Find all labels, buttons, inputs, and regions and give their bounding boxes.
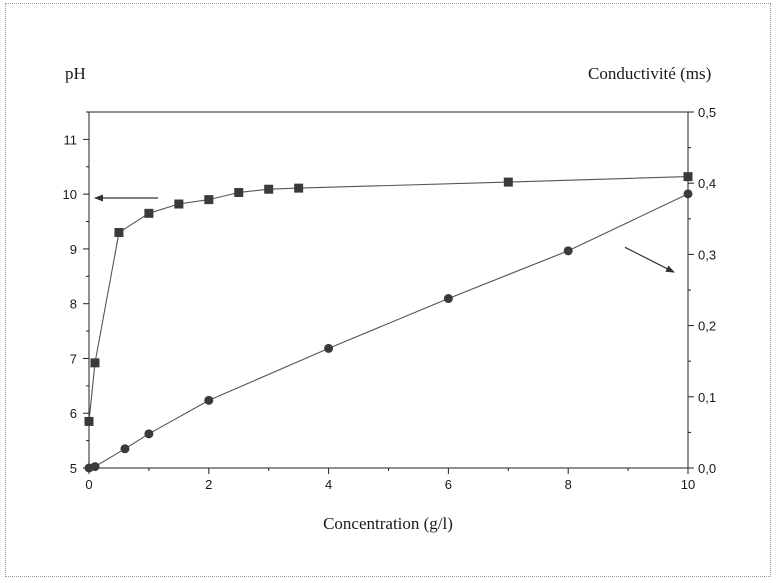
chart-frame [5,3,771,577]
ph-square-marker [234,188,244,198]
y-right-tick-label: 0,0 [698,461,716,476]
x-tick-label: 6 [445,477,452,492]
conductivity-circle-marker [120,444,130,454]
y-left-tick-label: 8 [70,297,77,312]
ph-square-marker [90,358,100,368]
conductivity-circle-marker [90,462,100,472]
ph-series-line [88,176,689,422]
conductivity-circle-marker [144,429,154,439]
y-right-tick-label: 0,3 [698,247,716,262]
y-right-tick-label: 0,1 [698,390,716,405]
x-tick-label: 10 [681,477,695,492]
annotations [94,194,675,273]
conductivity-circle-marker [443,294,453,304]
conductivity-axis-arrow [624,246,675,273]
y-left-tick-label: 5 [70,461,77,476]
x-tick-label: 8 [565,477,572,492]
y-right-tick-label: 0,5 [698,105,716,120]
ph-square-marker [144,208,154,218]
y-left-tick-label: 7 [70,351,77,366]
y-left-tick-label: 11 [64,132,78,147]
ph-square-marker [683,172,693,182]
ph-square-marker [294,183,304,193]
ph-square-marker [84,416,94,426]
ph-square-marker [114,227,124,237]
conductivity-series-line [88,193,689,469]
x-tick-label: 2 [205,477,212,492]
plot-area [88,111,689,469]
x-tick-label: 0 [85,477,92,492]
ph-square-marker [174,199,184,209]
ph-square-marker [503,177,513,187]
y-right-tick-label: 0,4 [698,176,716,191]
axis-ticks: 0 2 4 6 8 10 5 6 7 8 9 10 11 0,0 0,1 0,2 0,3 0,4 0,5 [63,105,717,492]
conductivity-circle-marker [563,246,573,256]
conductivity-circle-marker [204,395,214,405]
y-left-axis-title: pH [65,64,86,83]
y-left-tick-label: 10 [63,187,77,202]
ph-square-marker [204,195,214,205]
y-left-tick-label: 9 [70,242,77,257]
conductivity-circle-marker [683,189,693,199]
data-series [84,172,693,473]
conductivity-circle-marker [324,343,334,353]
y-left-tick-label: 6 [70,406,77,421]
y-right-tick-label: 0,2 [698,319,716,334]
ph-square-marker [264,184,274,194]
x-tick-label: 4 [325,477,332,492]
y-right-axis-title: Conductivité (ms) [588,64,711,83]
x-axis-title: Concentration (g/l) [323,514,453,533]
